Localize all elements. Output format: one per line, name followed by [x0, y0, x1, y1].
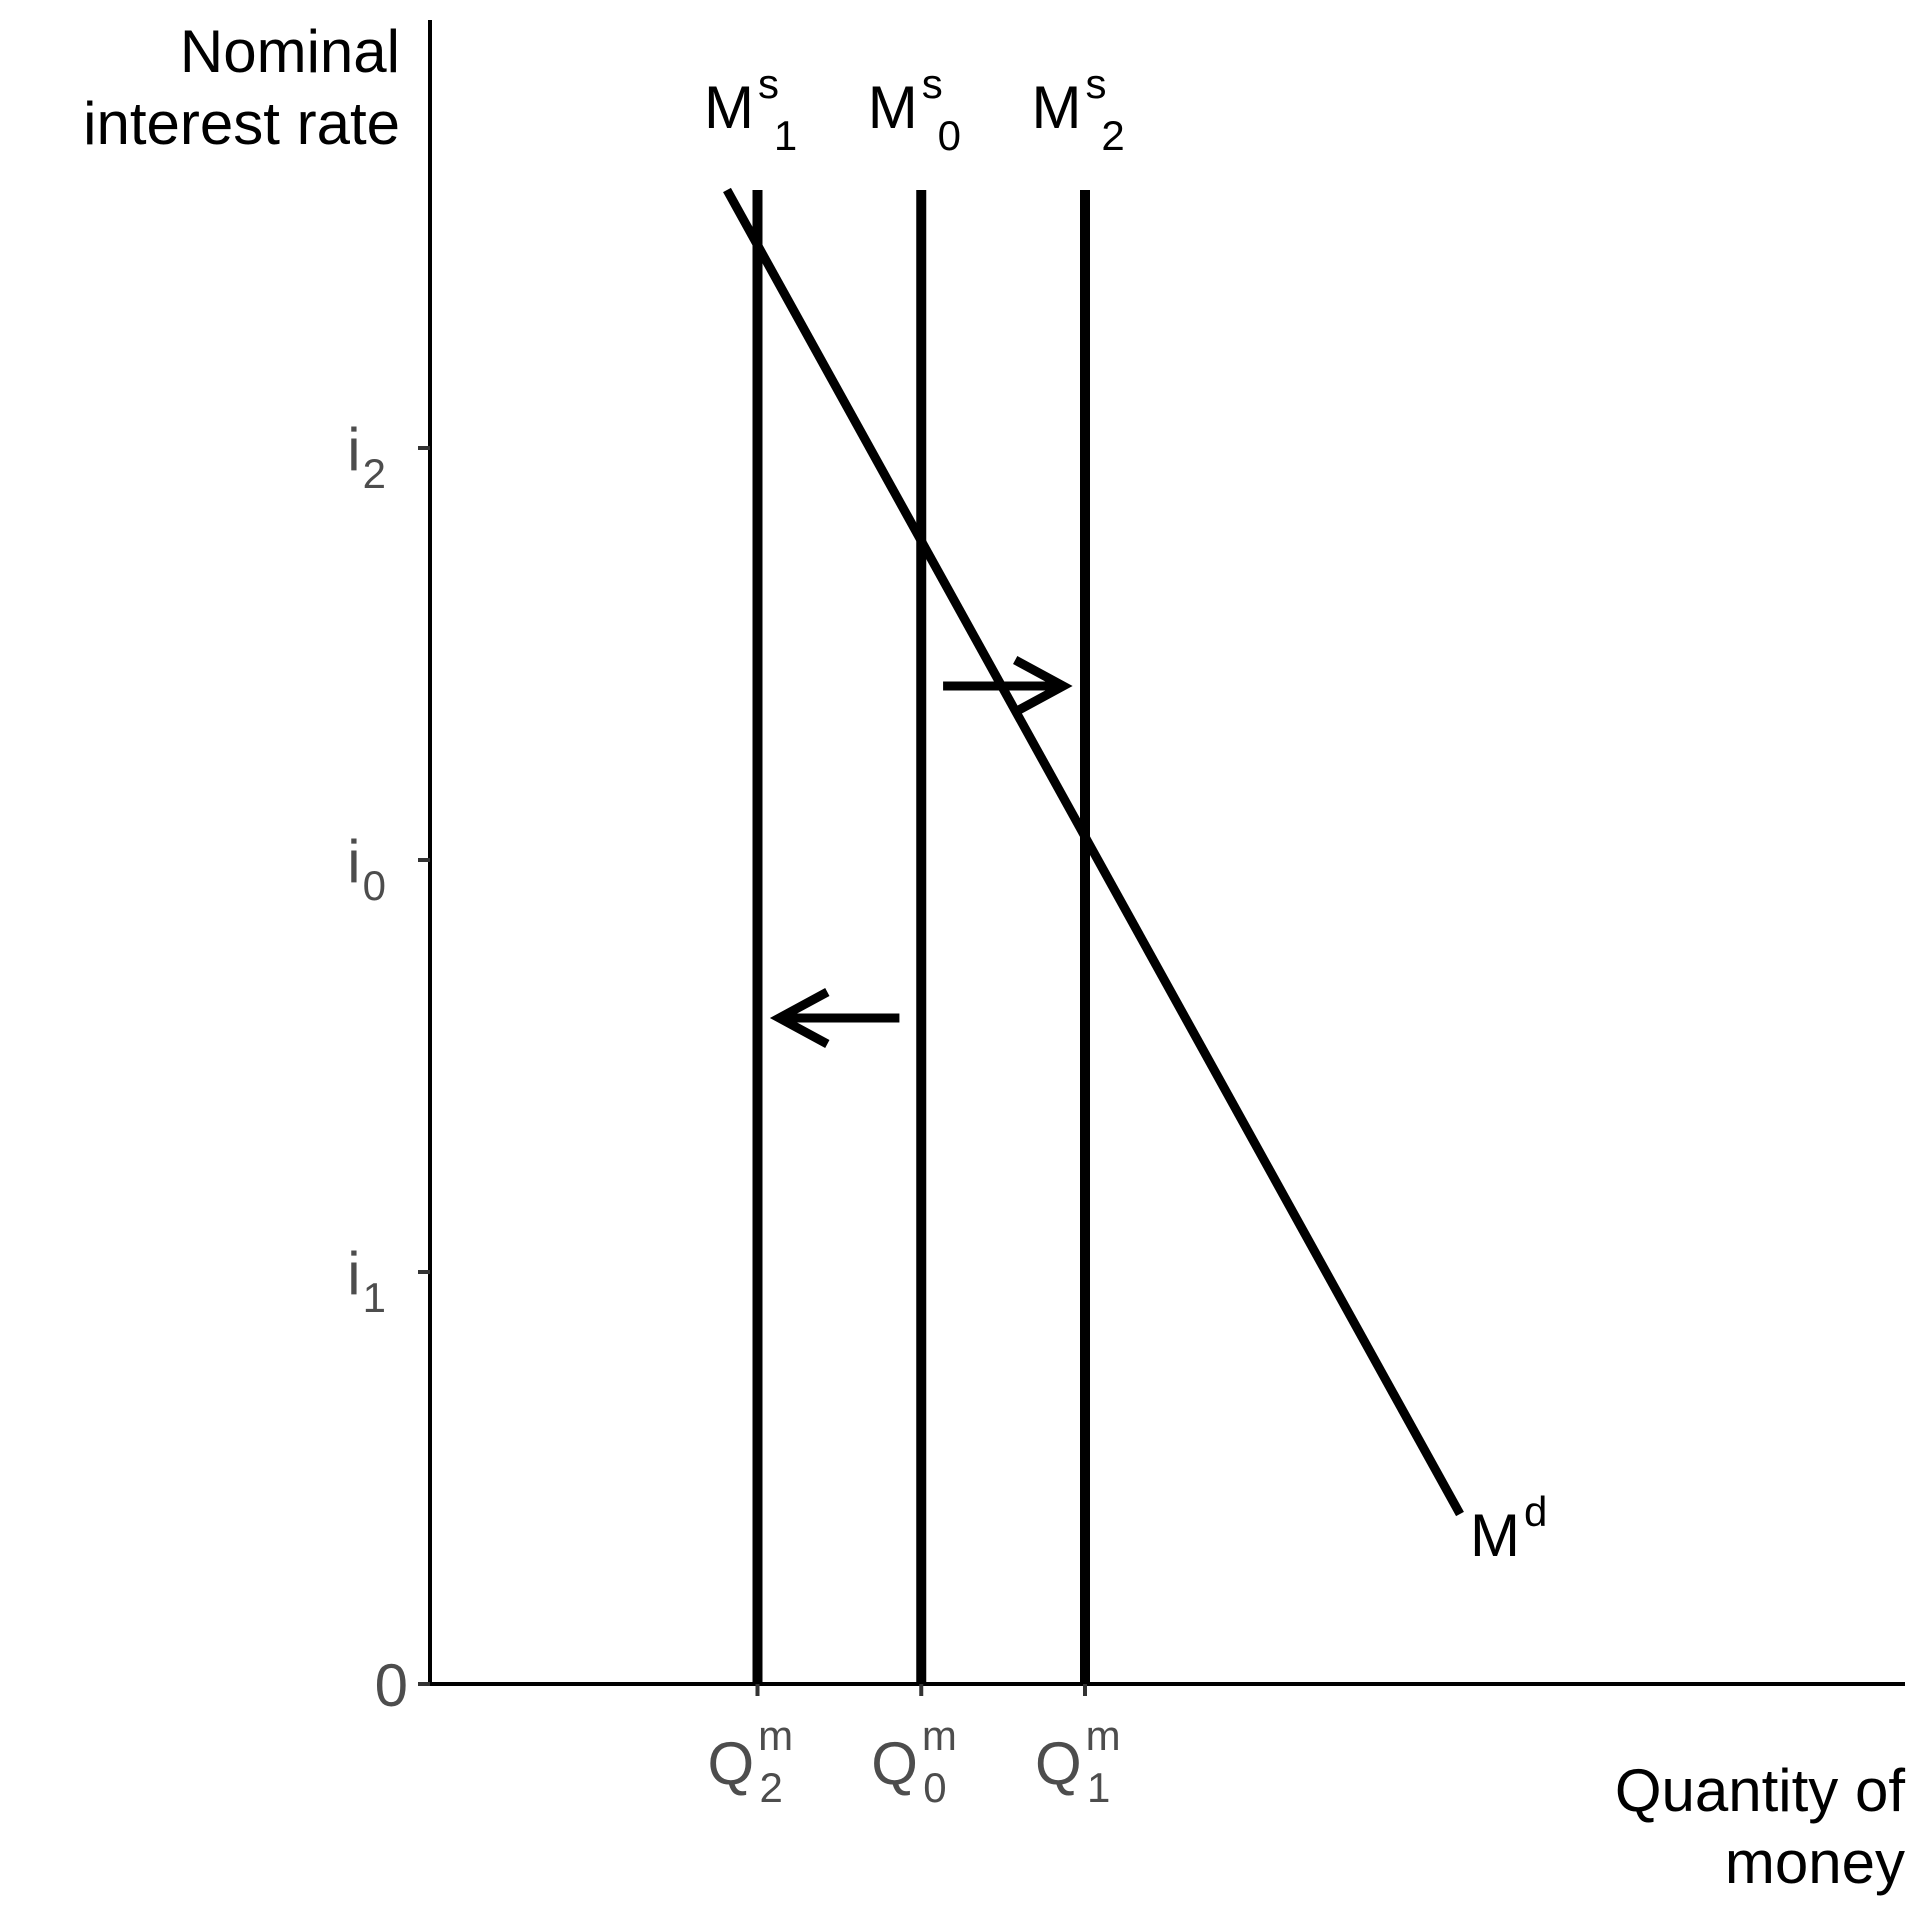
x-tick-label: Qm 2 — [708, 1712, 794, 1811]
shift-left-arrow — [769, 988, 900, 1048]
labels: 0 i1 i0 i2 Qm 2 Qm 0 Qm 1 Md Ms 1 Ms 0 Ms 2 Nominal intere… — [83, 18, 1905, 1896]
y-tick-label: i1 — [347, 1240, 386, 1321]
series-lines — [723, 187, 1464, 1684]
money-supply-label: Ms 2 — [1032, 60, 1125, 159]
money-supply-label: Ms 0 — [868, 60, 961, 159]
y-tick-label: i2 — [347, 416, 386, 497]
y-tick-label: i0 — [347, 828, 386, 909]
money-supply-label: Ms 1 — [704, 60, 797, 159]
arrow-head — [769, 988, 830, 1048]
x-tick-label: Qm 1 — [1035, 1712, 1121, 1811]
axes — [418, 20, 1905, 1696]
money-demand-line — [723, 187, 1464, 1517]
money-demand-label: Md — [1470, 1488, 1547, 1569]
y-axis-title: Nominal interest rate — [83, 18, 400, 157]
x-tick-label: Qm 0 — [871, 1712, 957, 1811]
arrow-head — [1013, 656, 1073, 716]
annotations — [769, 656, 1073, 1048]
y-tick-label: 0 — [375, 1652, 408, 1719]
x-axis-title: Quantity of money — [1615, 1757, 1905, 1896]
shift-right-arrow — [943, 656, 1073, 716]
